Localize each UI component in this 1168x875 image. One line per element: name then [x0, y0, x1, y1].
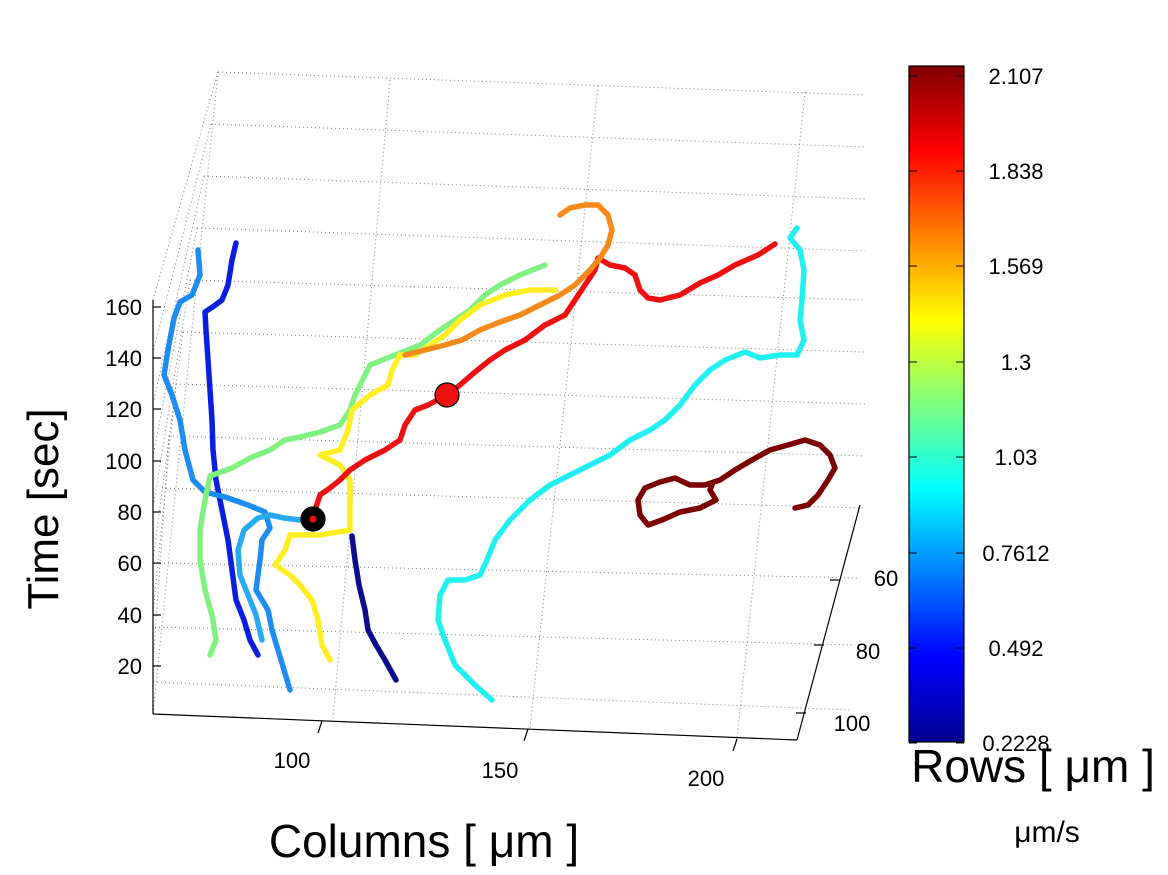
z-tick-label: 140 [105, 346, 142, 371]
z-tick-label: 60 [118, 551, 142, 576]
trajectory-line [272, 287, 558, 663]
axes [152, 300, 861, 741]
x-tick-label: 150 [482, 758, 519, 783]
colorbar-tick-label: 0.492 [988, 636, 1043, 661]
x-tick-mark [523, 728, 529, 742]
z-tick-label: 20 [118, 654, 142, 679]
x-tick-mark [732, 738, 738, 752]
colorbar-tick-label: 0.2228 [982, 731, 1049, 756]
colorbar-tick-label: 1.569 [988, 254, 1043, 279]
colorbar-tick-label: 0.7612 [982, 541, 1049, 566]
trajectory-line [312, 241, 778, 513]
markers [300, 382, 460, 532]
z-tick-label: 120 [105, 397, 142, 422]
colorbar-tick-label: 2.107 [988, 64, 1043, 89]
colorbar-tick-label: 1.3 [1001, 350, 1032, 375]
x-tick-label: 100 [274, 748, 311, 773]
trajectory-line [349, 533, 399, 683]
trajectory-line [202, 240, 261, 658]
z-tick-label: 80 [118, 500, 142, 525]
trajectory-line [635, 437, 838, 528]
z-tick-label: 160 [105, 295, 142, 320]
y-tick-label: 60 [874, 566, 898, 591]
rows-axis-ticks: 60 80 100 [796, 566, 898, 736]
y-tick-label: 100 [834, 711, 871, 736]
colorbar-tick-label: 1.838 [988, 159, 1043, 184]
marker-center-dot [309, 515, 317, 523]
colorbar-label: μm/s [1014, 816, 1080, 849]
time-axis-ticks: 20 40 60 80 100 120 140 160 [105, 295, 161, 679]
z-axis-label: Time [sec] [19, 408, 68, 609]
z-tick-label: 40 [118, 603, 142, 628]
x-tick-label: 200 [688, 766, 725, 791]
trajectory-line [435, 225, 807, 703]
trajectory-marker [434, 382, 460, 408]
y-tick-label: 80 [856, 639, 880, 664]
trajectories [161, 202, 838, 703]
colorbar [908, 65, 965, 743]
colorbar-ticks: 2.107 1.838 1.569 1.3 1.03 0.7612 0.492 0.2228 [909, 64, 1050, 756]
x-tick-mark [317, 720, 323, 734]
x-axis-label: Columns [ μm ] [269, 815, 579, 867]
trajectory-line [402, 202, 615, 358]
trajectory-line [161, 247, 293, 693]
colorbar-tick-label: 1.03 [995, 445, 1038, 470]
y-axis-label: Rows [ μm ] [911, 740, 1155, 792]
trajectory-line [235, 512, 315, 643]
columns-axis-ticks: 100 150 200 [274, 720, 738, 791]
z-tick-label: 100 [105, 449, 142, 474]
